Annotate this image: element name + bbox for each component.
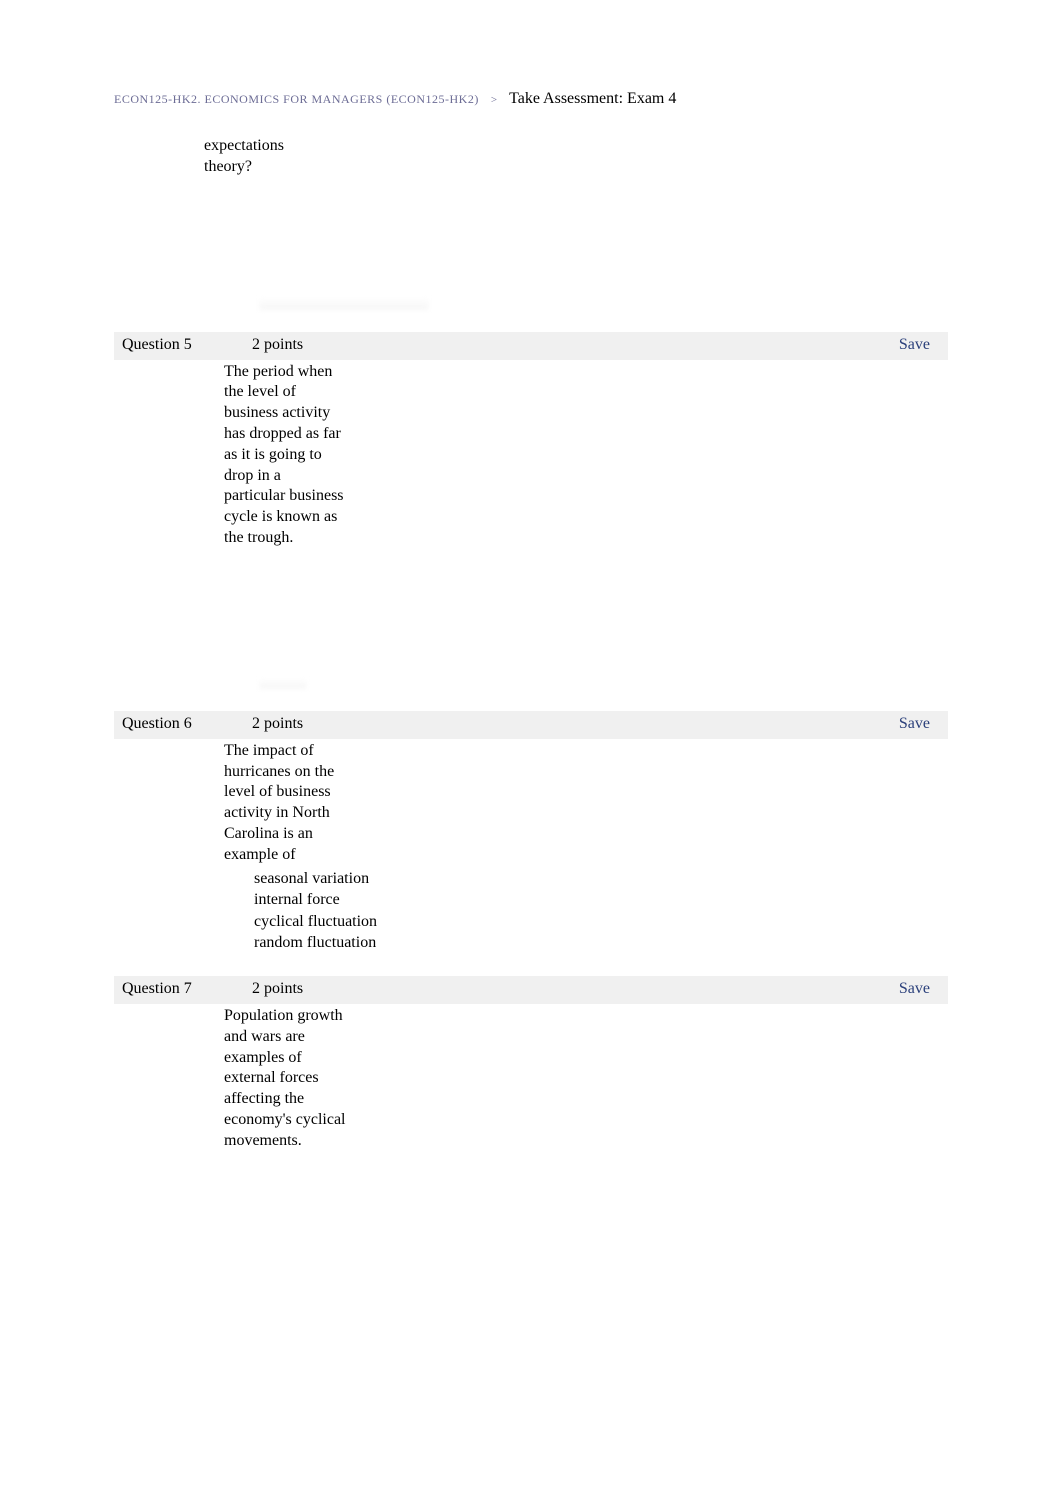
question-header: Question 5 2 points Save — [114, 332, 948, 360]
question-text: The period when the level of business ac… — [224, 362, 346, 549]
blurred-content — [259, 679, 307, 689]
save-link[interactable]: Save — [899, 980, 930, 998]
question-points: 2 points — [252, 715, 303, 733]
question-body: The period when the level of business ac… — [114, 360, 346, 549]
question-label: Question 5 — [122, 336, 224, 354]
save-link[interactable]: Save — [899, 336, 930, 354]
question-label: Question 7 — [122, 980, 224, 998]
save-link[interactable]: Save — [899, 715, 930, 733]
breadcrumb-separator: > — [491, 94, 497, 106]
option-item[interactable]: internal force — [254, 889, 948, 911]
question-points: 2 points — [252, 336, 303, 354]
blurred-content — [259, 298, 429, 310]
options-list: seasonal variation internal force cyclic… — [254, 868, 948, 954]
question-text: The impact of hurricanes on the level of… — [224, 741, 344, 866]
question-label: Question 6 — [122, 715, 224, 733]
page-content: ECON125-HK2. ECONOMICS FOR MANAGERS (ECO… — [0, 0, 1062, 1222]
breadcrumb-course-link[interactable]: ECON125-HK2. ECONOMICS FOR MANAGERS (ECO… — [114, 92, 479, 107]
question-points: 2 points — [252, 980, 303, 998]
option-item[interactable]: cyclical fluctuation — [254, 911, 948, 933]
fragment-line: theory? — [204, 157, 948, 178]
option-item[interactable]: seasonal variation — [254, 868, 948, 890]
question-body: The impact of hurricanes on the level of… — [114, 739, 948, 954]
question-body: Population growth and wars are examples … — [114, 1004, 346, 1152]
question-block: Question 7 2 points Save Population grow… — [114, 976, 948, 1152]
question-header: Question 6 2 points Save — [114, 711, 948, 739]
page-title: Take Assessment: Exam 4 — [509, 90, 676, 108]
option-item[interactable]: random fluctuation — [254, 932, 948, 954]
breadcrumb: ECON125-HK2. ECONOMICS FOR MANAGERS (ECO… — [114, 90, 948, 108]
prior-question-fragment: expectations theory? — [204, 136, 948, 178]
question-header: Question 7 2 points Save — [114, 976, 948, 1004]
question-block: Question 6 2 points Save The impact of h… — [114, 711, 948, 954]
fragment-line: expectations — [204, 136, 948, 157]
question-text: Population growth and wars are examples … — [224, 1006, 346, 1152]
question-block: Question 5 2 points Save The period when… — [114, 332, 948, 549]
